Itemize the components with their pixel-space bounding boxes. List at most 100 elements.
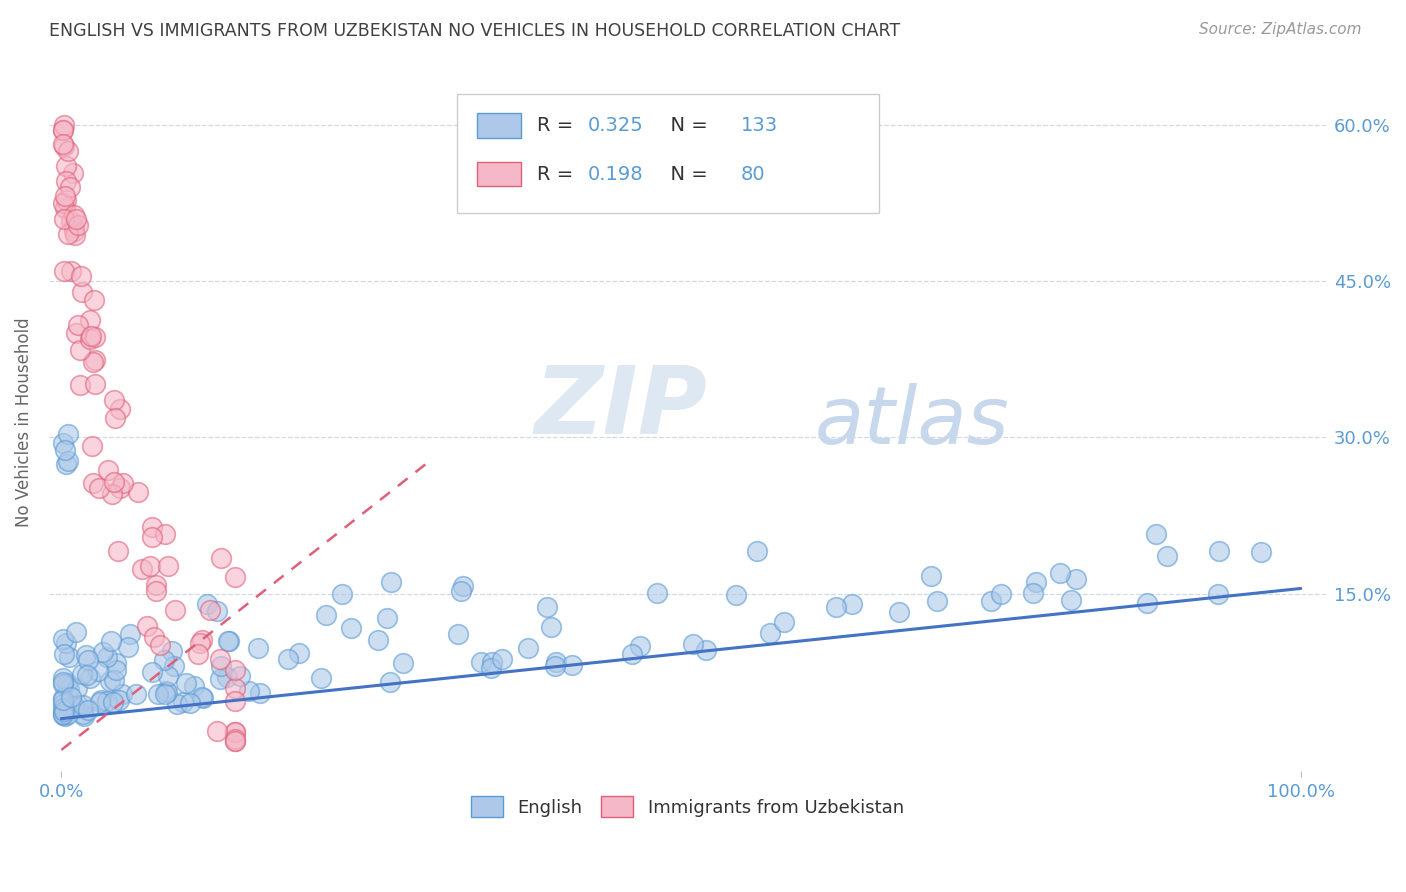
FancyBboxPatch shape [457, 94, 879, 212]
Point [375, 611, 398, 625]
Point [52, 708, 75, 723]
Point [58, 227, 80, 242]
Point [69, 378, 91, 392]
Point [153, 653, 176, 667]
Point [141, 665, 163, 680]
Point [209, 551, 232, 566]
Point [561, 657, 583, 672]
Point [172, 695, 194, 709]
Point [1144, 527, 1167, 541]
Point [107, 544, 129, 558]
Point [759, 626, 782, 640]
Point [65, 681, 87, 695]
Point [69, 343, 91, 357]
Point [153, 527, 176, 541]
Point [146, 687, 169, 701]
Point [52, 139, 75, 153]
Point [1250, 544, 1272, 558]
Point [224, 681, 246, 695]
Point [139, 559, 162, 574]
Point [165, 602, 187, 616]
Point [110, 481, 132, 495]
Point [52, 706, 75, 721]
Point [56, 707, 79, 722]
Point [70, 666, 93, 681]
Point [72, 698, 94, 712]
Point [83, 293, 105, 307]
Point [80, 329, 103, 343]
Point [218, 634, 240, 648]
Point [73, 709, 96, 723]
Point [229, 669, 252, 683]
Point [76, 668, 98, 682]
Point [52, 136, 75, 151]
Point [209, 652, 232, 666]
Point [52, 705, 75, 719]
Point [841, 598, 863, 612]
Point [60, 264, 83, 278]
Point [52, 698, 75, 712]
Point [450, 584, 472, 599]
Text: 133: 133 [741, 116, 778, 135]
Point [72, 706, 94, 721]
Point [96, 649, 118, 664]
Point [52, 693, 75, 707]
Point [100, 634, 122, 648]
Point [60, 213, 83, 227]
Point [224, 725, 246, 739]
Point [52, 196, 75, 211]
Point [287, 646, 309, 660]
Point [143, 630, 166, 644]
Point [52, 436, 75, 450]
Point [59, 180, 82, 194]
Text: 0.325: 0.325 [588, 116, 644, 135]
Point [53, 189, 76, 203]
Point [990, 587, 1012, 601]
Point [190, 632, 212, 647]
Point [103, 392, 125, 407]
Point [367, 632, 389, 647]
Point [927, 593, 949, 607]
Point [1135, 596, 1157, 610]
Point [1025, 575, 1047, 590]
Point [67, 318, 90, 333]
Point [1208, 544, 1230, 558]
Point [120, 627, 142, 641]
Point [224, 570, 246, 584]
Point [58, 427, 80, 442]
Point [224, 664, 246, 678]
Point [77, 653, 100, 667]
Point [80, 439, 103, 453]
Point [1156, 549, 1178, 563]
Point [148, 639, 170, 653]
Point [70, 285, 93, 299]
Point [174, 676, 197, 690]
Point [224, 693, 246, 707]
Point [53, 212, 76, 227]
Point [52, 677, 75, 691]
Point [156, 685, 179, 699]
Point [58, 682, 80, 697]
Point [52, 690, 75, 705]
Text: atlas: atlas [815, 383, 1010, 461]
Text: N =: N = [658, 116, 714, 135]
Bar [477, 113, 522, 137]
Point [198, 602, 221, 616]
Point [103, 411, 125, 425]
Point [55, 636, 77, 650]
Text: 80: 80 [741, 165, 765, 184]
Point [1059, 592, 1081, 607]
Text: ENGLISH VS IMMIGRANTS FROM UZBEKISTAN NO VEHICLES IN HOUSEHOLD CORRELATION CHART: ENGLISH VS IMMIGRANTS FROM UZBEKISTAN NO… [49, 22, 900, 40]
Point [380, 574, 402, 589]
Point [136, 619, 159, 633]
Point [117, 640, 139, 655]
Point [87, 664, 110, 678]
Point [82, 354, 104, 368]
Point [157, 669, 180, 683]
Legend: English, Immigrants from Uzbekistan: English, Immigrants from Uzbekistan [464, 789, 911, 824]
Bar [477, 162, 522, 186]
Point [53, 709, 76, 723]
Point [217, 634, 239, 648]
Text: R =: R = [537, 165, 579, 184]
Point [55, 457, 77, 471]
